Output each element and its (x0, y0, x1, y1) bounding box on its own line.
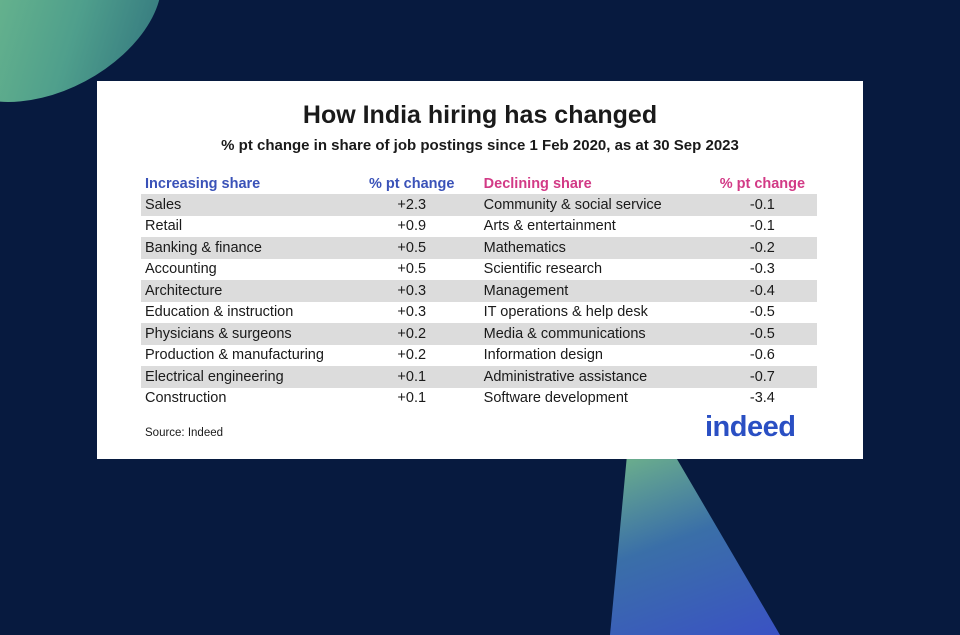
declining-occupation-cell: IT operations & help desk (483, 304, 648, 321)
increasing-occupation-cell: Retail (145, 218, 183, 235)
increasing-occupation-cell: Production & manufacturing (145, 347, 324, 364)
declining-occupation-cell: Software development (483, 390, 628, 407)
declining-occupation-cell: Management (467, 280, 708, 302)
source-note: Source: Indeed (145, 427, 224, 439)
table-row: Accounting +0.5 Scientific research -0.3 (141, 259, 817, 281)
background-decoration-bottom (610, 455, 780, 635)
increasing-occupation-cell: Construction (145, 390, 227, 407)
table-card: How India hiring has changed % pt change… (97, 81, 863, 459)
declining-change-cell: -3.4 (749, 390, 775, 407)
declining-change-header: % pt change (719, 175, 806, 192)
declining-occupation-cell: Community & social service (467, 194, 708, 216)
declining-change-cell: -0.3 (749, 261, 775, 278)
table-row: Banking & finance +0.5 Mathematics -0.2 (141, 237, 817, 259)
declining-occupation-cell: Mathematics (467, 237, 708, 259)
increasing-change-cell: +0.2 (397, 347, 427, 364)
declining-change-cell: -0.1 (707, 194, 817, 216)
increasing-change-cell: +0.5 (397, 261, 427, 278)
hiring-change-table: Increasing share % pt change Declining s… (141, 173, 817, 409)
increasing-change-cell: +0.3 (397, 304, 427, 321)
declining-change-cell: -0.2 (707, 237, 817, 259)
declining-change-cell: -0.4 (707, 280, 817, 302)
declining-occupation-cell: Information design (483, 347, 603, 364)
declining-change-cell: -0.7 (707, 366, 817, 388)
declining-share-header: Declining share (483, 175, 592, 192)
declining-change-cell: -0.1 (749, 218, 775, 235)
declining-change-cell: -0.5 (707, 323, 817, 345)
increasing-occupation-cell: Accounting (145, 261, 217, 278)
declining-change-cell: -0.5 (749, 304, 775, 321)
increasing-change-cell: +2.3 (355, 194, 468, 216)
increasing-change-cell: +0.2 (355, 323, 468, 345)
increasing-change-cell: +0.5 (355, 237, 468, 259)
table-row: Production & manufacturing +0.2 Informatio… (141, 345, 817, 367)
increasing-change-cell: +0.1 (355, 366, 468, 388)
chart-subtitle: % pt change in share of job postings sin… (221, 137, 739, 154)
table-row: Physicians & surgeons +0.2 Media & communi… (141, 323, 817, 345)
declining-occupation-cell: Arts & entertainment (483, 218, 616, 235)
increasing-occupation-cell: Education & instruction (145, 304, 294, 321)
table-row: Architecture +0.3 Management -0.4 (141, 280, 817, 302)
table-row: Sales +2.3 Community & social service -0.1 (141, 194, 817, 216)
table-row: Construction +0.1 Software development -3.4 (141, 388, 817, 410)
increasing-change-header: % pt change (369, 175, 455, 192)
table-row: Electrical engineering +0.1 Administrative… (141, 366, 817, 388)
increasing-occupation-cell: Banking & finance (141, 237, 356, 259)
declining-occupation-cell: Scientific research (483, 261, 603, 278)
increasing-occupation-cell: Physicians & surgeons (141, 323, 356, 345)
increasing-change-cell: +0.1 (397, 390, 427, 407)
declining-change-cell: -0.6 (749, 347, 775, 364)
increasing-change-cell: +0.3 (355, 280, 468, 302)
indeed-logo: indeed (705, 411, 796, 443)
chart-title: How India hiring has changed (302, 101, 658, 129)
table-header-row: Increasing share % pt change Declining s… (141, 173, 817, 194)
increasing-occupation-cell: Electrical engineering (141, 366, 356, 388)
table-row: Education & instruction +0.3 IT operations… (141, 302, 817, 324)
increasing-change-cell: +0.9 (397, 218, 427, 235)
table-row: Retail +0.9 Arts & entertainment -0.1 (141, 216, 817, 238)
declining-occupation-cell: Media & communications (467, 323, 708, 345)
declining-occupation-cell: Administrative assistance (467, 366, 708, 388)
increasing-share-header: Increasing share (145, 175, 261, 192)
table-body: Sales +2.3 Community & social service -0.1 R… (141, 194, 817, 409)
increasing-occupation-cell: Architecture (141, 280, 356, 302)
increasing-occupation-cell: Sales (141, 194, 356, 216)
